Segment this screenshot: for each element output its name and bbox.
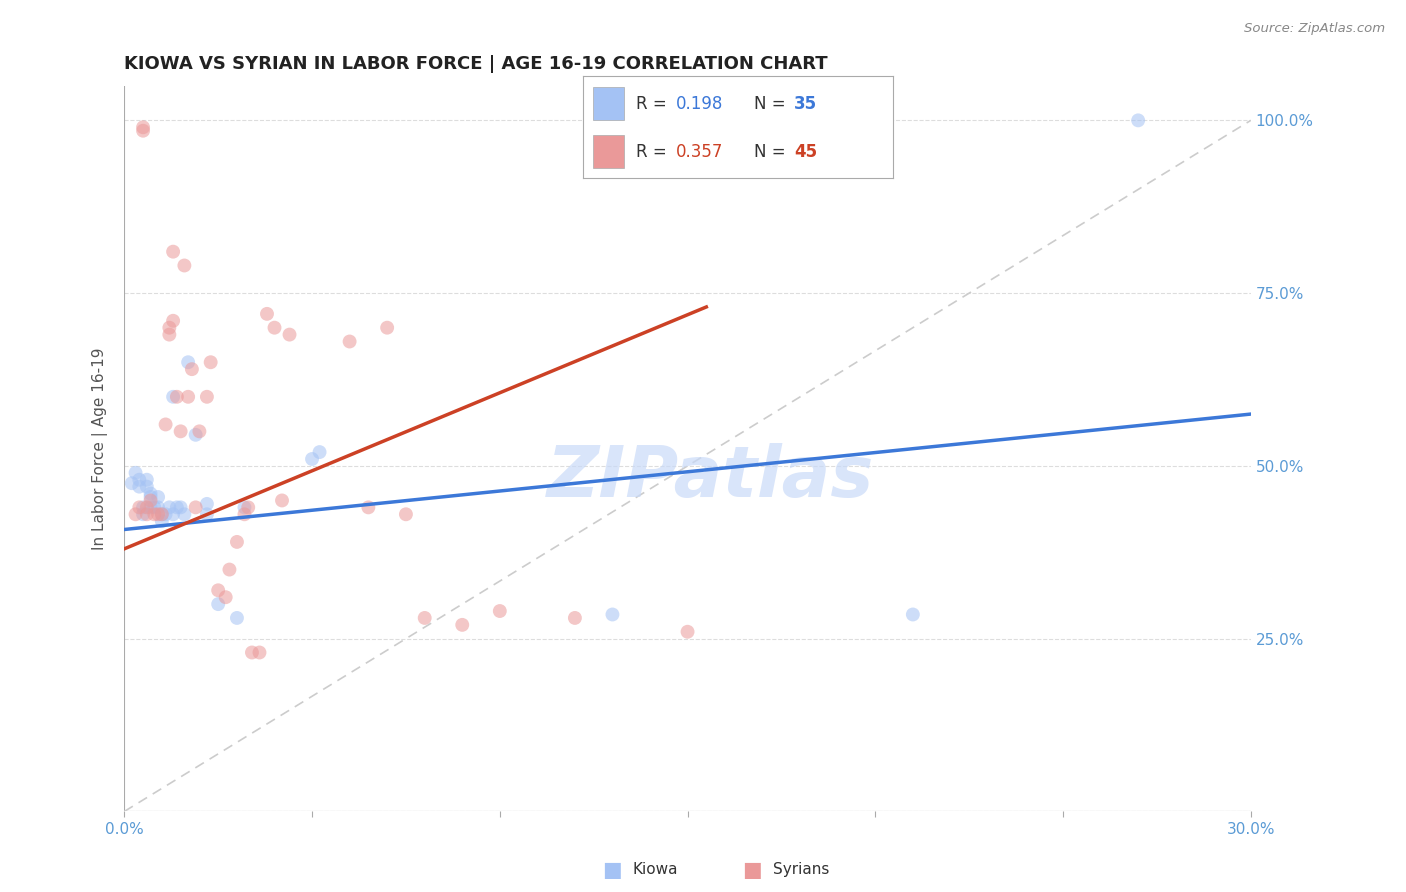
Point — [215, 591, 238, 605]
Point — [121, 476, 143, 491]
Point — [128, 473, 150, 487]
Point — [249, 645, 271, 659]
Point — [128, 500, 150, 515]
Point — [240, 645, 263, 659]
Point — [135, 480, 157, 494]
Text: R =: R = — [636, 143, 672, 161]
Point — [357, 500, 380, 515]
Text: 45: 45 — [794, 143, 817, 161]
Point — [184, 427, 207, 442]
Y-axis label: In Labor Force | Age 16-19: In Labor Force | Age 16-19 — [93, 347, 108, 549]
Point — [162, 314, 184, 328]
Point — [139, 486, 162, 500]
Point — [218, 563, 240, 577]
Text: Source: ZipAtlas.com: Source: ZipAtlas.com — [1244, 22, 1385, 36]
Point — [132, 508, 155, 522]
Point — [207, 583, 229, 598]
Point — [271, 493, 294, 508]
Point — [143, 508, 166, 522]
Point — [124, 508, 146, 522]
Point — [177, 355, 200, 369]
Point — [162, 244, 184, 259]
Point — [180, 362, 202, 376]
Point — [146, 500, 169, 515]
Point — [166, 500, 188, 515]
Text: 35: 35 — [794, 95, 817, 112]
Point — [157, 320, 180, 334]
Point — [169, 500, 191, 515]
Text: R =: R = — [636, 95, 672, 112]
Point — [139, 493, 162, 508]
Point — [238, 500, 260, 515]
Point — [155, 417, 177, 432]
Text: 0.198: 0.198 — [676, 95, 724, 112]
Point — [139, 500, 162, 515]
Point — [157, 500, 180, 515]
Point — [132, 124, 155, 138]
Point — [124, 466, 146, 480]
Point — [184, 500, 207, 515]
Point — [146, 508, 169, 522]
Point — [135, 500, 157, 515]
Point — [488, 604, 510, 618]
Point — [676, 624, 699, 639]
Point — [339, 334, 361, 349]
Point — [278, 327, 301, 342]
Point — [139, 490, 162, 504]
Point — [263, 320, 285, 334]
Point — [195, 497, 218, 511]
Point — [233, 500, 256, 515]
Point — [375, 320, 398, 334]
Point — [162, 508, 184, 522]
Text: Syrians: Syrians — [773, 863, 830, 877]
Point — [226, 611, 249, 625]
Point — [166, 390, 188, 404]
Point — [200, 355, 222, 369]
Point — [901, 607, 924, 622]
Point — [413, 611, 436, 625]
Text: ZIPatlas: ZIPatlas — [547, 443, 873, 512]
Point — [177, 390, 200, 404]
Point — [169, 425, 191, 439]
Bar — [593, 136, 624, 168]
Point — [451, 618, 474, 632]
Text: 0.357: 0.357 — [676, 143, 724, 161]
Point — [602, 607, 624, 622]
Point — [146, 490, 169, 504]
Point — [226, 535, 249, 549]
Point — [150, 508, 173, 522]
Point — [207, 597, 229, 611]
Point — [157, 327, 180, 342]
Point — [143, 500, 166, 515]
Point — [564, 611, 586, 625]
Point — [150, 514, 173, 528]
Point — [308, 445, 330, 459]
Point — [1128, 113, 1150, 128]
Text: Kiowa: Kiowa — [633, 863, 678, 877]
Point — [173, 508, 195, 522]
Point — [155, 508, 177, 522]
Point — [195, 390, 218, 404]
Text: KIOWA VS SYRIAN IN LABOR FORCE | AGE 16-19 CORRELATION CHART: KIOWA VS SYRIAN IN LABOR FORCE | AGE 16-… — [124, 55, 828, 73]
Text: ■: ■ — [742, 860, 762, 880]
Point — [233, 508, 256, 522]
Point — [135, 473, 157, 487]
Point — [395, 508, 418, 522]
Point — [132, 500, 155, 515]
Point — [162, 390, 184, 404]
Point — [150, 508, 173, 522]
Point — [301, 452, 323, 467]
Point — [256, 307, 278, 321]
Point — [135, 508, 157, 522]
Text: ■: ■ — [602, 860, 621, 880]
Text: N =: N = — [754, 95, 790, 112]
Point — [188, 425, 211, 439]
Point — [173, 259, 195, 273]
Point — [132, 120, 155, 135]
Text: N =: N = — [754, 143, 790, 161]
Point — [128, 480, 150, 494]
Bar — [593, 87, 624, 120]
Point — [195, 508, 218, 522]
